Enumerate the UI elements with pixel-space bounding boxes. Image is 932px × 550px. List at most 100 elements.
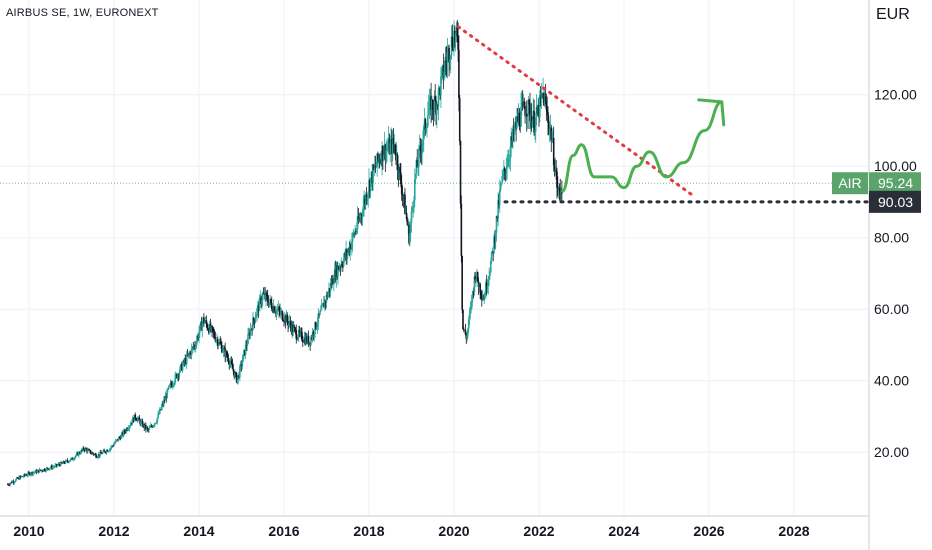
candle-body xyxy=(416,160,419,168)
candle-body xyxy=(430,96,432,116)
candle-body xyxy=(514,121,517,129)
candle-body xyxy=(476,272,479,282)
candle-body xyxy=(153,424,155,426)
candle-body xyxy=(449,54,452,60)
candle-body xyxy=(298,330,301,334)
candle-body xyxy=(458,97,461,141)
candle-body xyxy=(342,265,344,267)
candle-body xyxy=(135,418,137,420)
candle-body xyxy=(33,472,35,474)
candle-body xyxy=(418,148,420,167)
candle-body xyxy=(306,336,308,343)
candle-body xyxy=(110,445,113,448)
candle-body xyxy=(144,425,146,428)
candle-body xyxy=(131,422,133,424)
candle-body xyxy=(226,356,229,359)
candle-body xyxy=(204,320,207,323)
candle-body xyxy=(410,211,413,223)
candle-body xyxy=(450,36,453,55)
candle-body xyxy=(399,167,401,173)
candle-body xyxy=(25,475,28,476)
candle-body xyxy=(445,60,447,62)
candle-body xyxy=(249,328,252,336)
candle-body xyxy=(14,481,16,483)
candle-body xyxy=(53,466,56,468)
candle-body xyxy=(316,323,319,328)
candle-body xyxy=(82,447,84,451)
candle-body xyxy=(297,337,299,340)
candle-body xyxy=(26,475,29,476)
candle-body xyxy=(279,310,281,314)
candle-body xyxy=(89,449,92,454)
candle-body xyxy=(273,306,275,313)
time-axis[interactable]: 2010 2012 2014 2016 2018 2020 2022 2024 2026 2028 xyxy=(13,523,809,539)
price-axis[interactable]: 20.00 40.00 60.00 80.00 100.00 120.00 xyxy=(874,87,917,461)
candle-body xyxy=(232,368,235,372)
candle-body xyxy=(270,299,272,303)
candle-body xyxy=(257,304,259,309)
candle-body xyxy=(537,104,539,114)
candle-body xyxy=(42,469,45,472)
candle-body xyxy=(212,327,214,332)
candle-body xyxy=(393,144,396,146)
candle-body xyxy=(374,165,377,168)
candle-body xyxy=(16,477,19,479)
candle-body xyxy=(139,420,141,425)
candle-body xyxy=(50,466,52,468)
resistance-trendline[interactable] xyxy=(456,25,694,197)
candle-body xyxy=(240,363,243,367)
last-price-label: 95.24 xyxy=(878,175,913,191)
candle-body xyxy=(46,467,48,469)
candle-body xyxy=(382,145,384,161)
candle-body xyxy=(518,112,521,126)
candle-body xyxy=(88,449,91,451)
candle-body xyxy=(37,469,39,471)
candle-body xyxy=(90,453,92,454)
candle-body xyxy=(65,460,68,462)
candle-body xyxy=(291,324,293,333)
candle-body xyxy=(136,418,139,421)
candle-body xyxy=(534,131,536,133)
candle-body xyxy=(491,251,494,252)
candle-body xyxy=(473,276,476,292)
candle-body xyxy=(431,99,434,110)
forecast-arrowhead xyxy=(697,98,726,127)
candle-body xyxy=(364,199,366,204)
candle-body xyxy=(83,449,86,451)
candle-body xyxy=(545,100,548,110)
candle-body xyxy=(129,424,132,426)
candle-body xyxy=(251,328,253,331)
candle-body xyxy=(422,126,425,140)
candle-body xyxy=(478,283,481,287)
candle-body xyxy=(12,481,15,483)
candle-body xyxy=(69,460,71,462)
candle-body xyxy=(30,472,33,475)
candle-body xyxy=(543,96,546,106)
candle-body xyxy=(227,358,230,363)
candle-body xyxy=(154,422,156,425)
candle-body xyxy=(512,128,515,135)
drawings[interactable] xyxy=(456,25,870,204)
candle-body xyxy=(351,241,353,249)
candle-body xyxy=(259,297,262,299)
symbol-badge xyxy=(832,172,868,195)
candle-body xyxy=(440,76,442,96)
candle-body xyxy=(104,451,106,453)
candle-body xyxy=(181,364,184,371)
candle-body xyxy=(343,252,346,259)
forecast-path[interactable] xyxy=(560,100,724,193)
candle-body xyxy=(275,312,277,314)
candle-body xyxy=(294,327,297,330)
candle-body xyxy=(221,351,224,353)
candle-body xyxy=(231,363,234,369)
candle-body xyxy=(372,165,374,184)
support-price-label: 90.03 xyxy=(878,194,913,210)
candle-body xyxy=(493,236,495,253)
candle-body xyxy=(500,182,503,185)
candle-body xyxy=(87,449,90,451)
candle-body xyxy=(203,317,205,324)
candle-body xyxy=(550,127,553,142)
price-tick-label: 60.00 xyxy=(874,301,909,317)
candle-body xyxy=(504,170,507,174)
